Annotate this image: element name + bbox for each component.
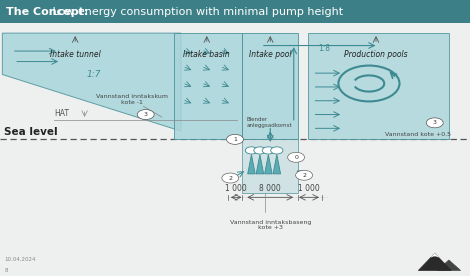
Text: 8: 8	[5, 268, 8, 273]
Polygon shape	[248, 155, 255, 174]
Circle shape	[296, 170, 313, 180]
Text: Intake pool: Intake pool	[249, 50, 291, 59]
Text: Production pools: Production pools	[344, 50, 408, 59]
Text: Vannstand inntaksbaseng
kote +3: Vannstand inntaksbaseng kote +3	[229, 220, 311, 230]
Bar	[308, 33, 449, 139]
Text: 2: 2	[228, 176, 232, 181]
Circle shape	[137, 110, 154, 120]
Circle shape	[254, 147, 266, 154]
Text: 1:7: 1:7	[87, 70, 101, 79]
Bar	[242, 33, 298, 139]
Text: The Concept:: The Concept:	[6, 7, 88, 17]
Polygon shape	[273, 155, 281, 174]
Text: Blender
anleggsadkomst: Blender anleggsadkomst	[247, 117, 292, 128]
Text: Sea level: Sea level	[4, 127, 57, 137]
Text: 2: 2	[302, 173, 306, 178]
Polygon shape	[265, 155, 272, 174]
Text: 1 000: 1 000	[225, 184, 247, 193]
Text: Intake tunnel: Intake tunnel	[50, 50, 101, 59]
Circle shape	[245, 147, 258, 154]
Text: 1:8: 1:8	[318, 44, 330, 53]
Text: 1: 1	[233, 137, 237, 142]
Text: Intake basin: Intake basin	[183, 50, 230, 59]
Circle shape	[222, 173, 239, 183]
Text: 8 000: 8 000	[259, 184, 281, 193]
Circle shape	[426, 118, 443, 128]
Circle shape	[271, 147, 283, 154]
Circle shape	[227, 134, 243, 144]
Text: Low energy consumption with minimal pump height: Low energy consumption with minimal pump…	[49, 7, 344, 17]
Polygon shape	[431, 253, 439, 257]
Polygon shape	[418, 253, 451, 270]
Circle shape	[262, 147, 274, 154]
Text: 0: 0	[294, 155, 298, 160]
Text: 1 000: 1 000	[298, 184, 320, 193]
Circle shape	[288, 152, 305, 162]
Text: 3: 3	[433, 120, 437, 125]
Text: Vannstand inntakskum
kote -1: Vannstand inntakskum kote -1	[95, 94, 168, 105]
Bar	[0, 0, 470, 23]
Text: HAT: HAT	[54, 109, 69, 118]
Text: 10.04.2024: 10.04.2024	[5, 257, 36, 262]
Polygon shape	[437, 260, 461, 270]
Bar	[242, 139, 298, 193]
Polygon shape	[256, 155, 264, 174]
Text: Vannstand kote +0.5: Vannstand kote +0.5	[385, 132, 451, 137]
Polygon shape	[2, 33, 181, 131]
Bar	[174, 33, 242, 139]
Text: 3: 3	[144, 112, 148, 117]
